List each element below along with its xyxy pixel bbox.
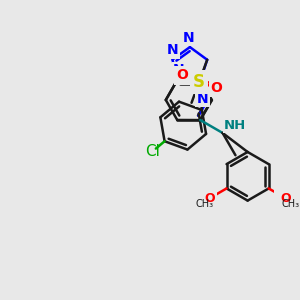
Text: O: O <box>280 191 291 205</box>
Text: N: N <box>173 63 185 77</box>
Text: O: O <box>205 191 215 205</box>
Text: N: N <box>197 92 208 106</box>
Text: S: S <box>193 73 205 91</box>
Text: NH: NH <box>224 118 246 131</box>
Text: N: N <box>167 43 178 57</box>
Text: Cl: Cl <box>145 144 160 159</box>
Text: O: O <box>176 68 188 83</box>
Text: O: O <box>211 81 223 95</box>
Text: N: N <box>183 31 194 45</box>
Text: CH₃: CH₃ <box>281 199 299 209</box>
Text: CH₃: CH₃ <box>196 199 214 209</box>
